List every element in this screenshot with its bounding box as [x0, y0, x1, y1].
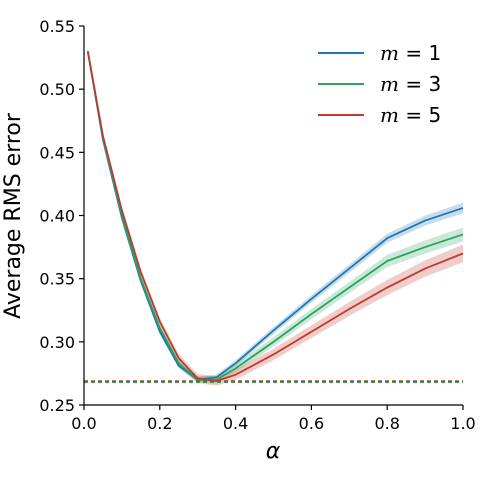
x-tick-label: 0.8	[374, 414, 399, 433]
y-tick-label: 0.40	[39, 207, 75, 226]
reference-lines-layer	[84, 380, 463, 384]
series-line	[86, 51, 464, 381]
confidence-band	[87, 48, 463, 386]
bands-layer	[87, 48, 463, 386]
legend-label: m = 5	[380, 103, 441, 127]
legend-label: m = 3	[380, 72, 441, 96]
x-tick-label: 0.4	[223, 414, 248, 433]
x-tick-label: 1.0	[450, 414, 475, 433]
y-axis-title: Average RMS error	[1, 112, 26, 319]
x-tick-label: 0.0	[71, 414, 96, 433]
y-tick-label: 0.55	[39, 17, 75, 36]
y-tick-label: 0.45	[39, 143, 75, 162]
y-tick-label: 0.25	[39, 396, 75, 415]
x-tick-label: 0.2	[147, 414, 172, 433]
y-axis: 0.25 0.30 0.35 0.40 0.45 0.50 0.55	[39, 17, 85, 415]
x-axis: 0.0 0.2 0.4 0.6 0.8 1.0	[71, 404, 476, 433]
confidence-band	[87, 49, 463, 384]
y-tick-label: 0.30	[39, 333, 75, 352]
x-axis-title: α	[266, 439, 281, 464]
legend: m = 1 m = 3 m = 5	[318, 41, 441, 127]
y-tick-label: 0.35	[39, 270, 75, 289]
y-tick-label: 0.50	[39, 80, 75, 99]
x-tick-label: 0.6	[299, 414, 324, 433]
series-line	[86, 51, 464, 382]
legend-label: m = 1	[380, 41, 441, 65]
confidence-band	[87, 49, 463, 383]
series-layer	[86, 51, 464, 382]
